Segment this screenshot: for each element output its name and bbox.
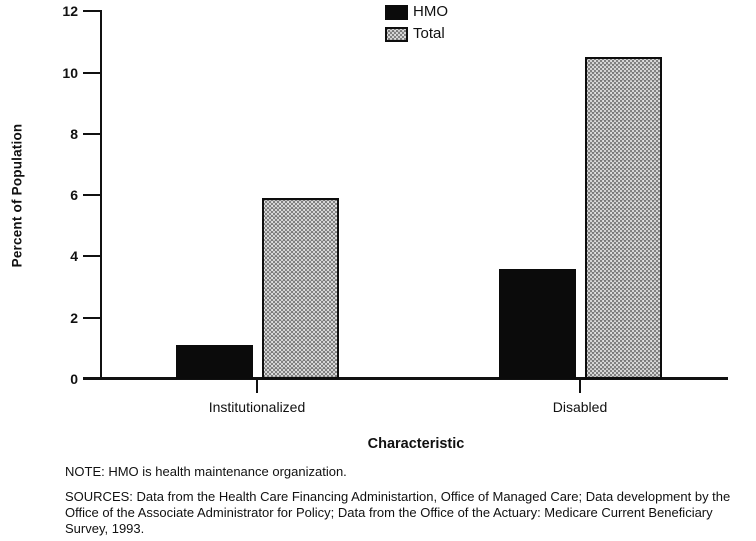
legend-label-total: Total [413, 25, 445, 42]
bar-hmo-institutionalized [176, 345, 253, 379]
category-tick-institutionalized [256, 380, 258, 393]
bar-total-institutionalized [262, 198, 339, 379]
y-tick-8 [83, 132, 101, 135]
note-text: NOTE: HMO is health maintenance organiza… [65, 464, 347, 479]
legend: HMO Total [385, 4, 448, 42]
y-tick-2 [83, 316, 101, 319]
y-tick-label-12: 12 [62, 3, 78, 20]
legend-swatch-hmo [385, 4, 408, 20]
category-label-institutionalized: Institutionalized [208, 399, 306, 415]
legend-swatch-total [385, 26, 408, 42]
y-tick-10 [83, 71, 101, 74]
y-tick-4 [83, 255, 101, 258]
x-axis-line [83, 377, 728, 380]
y-tick-6 [83, 194, 101, 197]
y-tick-label-6: 6 [70, 187, 78, 204]
category-tick-disabled [579, 380, 581, 393]
y-axis-title: Percent of Population [9, 123, 25, 268]
bar-hmo-disabled [499, 269, 576, 379]
y-tick-label-2: 2 [70, 309, 78, 326]
y-tick-label-8: 8 [70, 125, 78, 142]
legend-item-hmo: HMO [385, 4, 448, 20]
y-axis-line [100, 10, 102, 380]
category-label-disabled: Disabled [552, 399, 608, 415]
y-tick-label-10: 10 [62, 64, 78, 81]
x-axis-title: Characteristic [367, 436, 465, 452]
bar-total-disabled [585, 57, 662, 379]
sources-text: SOURCES: Data from the Health Care Finan… [65, 489, 731, 536]
y-tick-12 [83, 10, 101, 13]
legend-label-hmo: HMO [413, 3, 448, 20]
legend-item-total: Total [385, 26, 448, 42]
y-tick-label-0: 0 [70, 371, 78, 387]
y-tick-label-4: 4 [70, 248, 78, 265]
